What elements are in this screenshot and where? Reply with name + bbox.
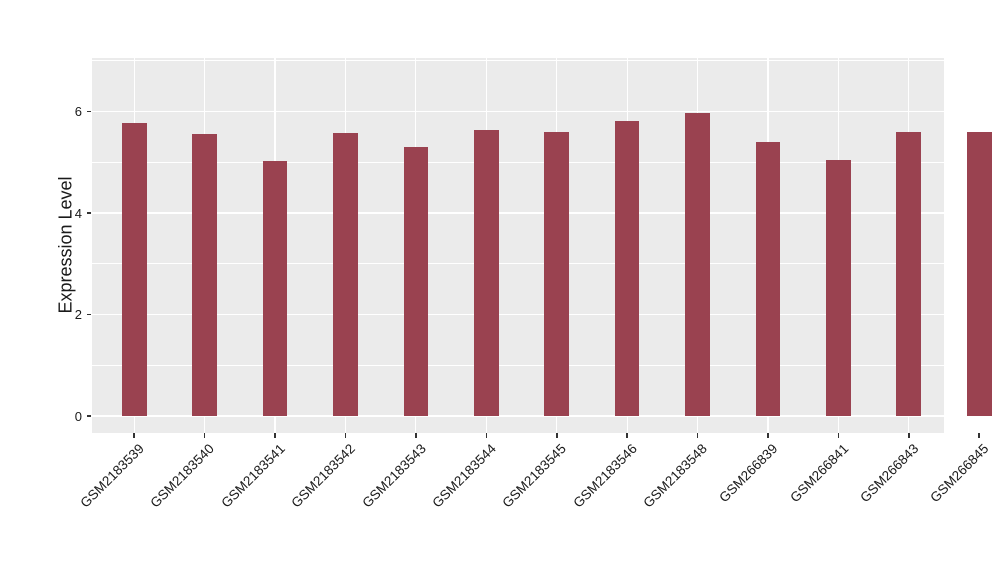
x-tick-mark [696, 433, 699, 438]
x-tick-mark [415, 433, 417, 438]
bar-GSM266845 [966, 132, 992, 416]
x-tick-label-GSM2183540: GSM2183540 [147, 441, 218, 511]
x-tick-mark [837, 433, 840, 438]
bar-GSM2183541 [262, 160, 288, 416]
y-tick-label: 6 [74, 104, 82, 120]
x-tick-mark [203, 433, 206, 438]
x-tick-mark [907, 433, 910, 438]
minor-gridline [92, 161, 944, 163]
x-tick-mark [626, 433, 628, 438]
bar-GSM2183542 [333, 132, 358, 416]
x-tick-mark [978, 433, 980, 438]
plot-panel [92, 58, 992, 433]
x-tick-mark [274, 433, 276, 438]
bar-GSM2183546 [614, 120, 640, 416]
bar-GSM2183540 [192, 133, 217, 416]
major-gridline [92, 212, 944, 214]
y-tick-label: 0 [74, 408, 82, 424]
bar-GSM2183543 [403, 147, 429, 416]
x-tick-mark [485, 433, 488, 438]
x-tick-label-GSM2183545: GSM2183545 [499, 441, 570, 511]
x-tick-label-GSM266843: GSM266843 [857, 441, 922, 506]
y-axis-title: Expression Level [55, 176, 76, 314]
minor-gridline [92, 263, 944, 265]
y-tick-mark [86, 415, 91, 417]
x-tick-label-GSM266841: GSM266841 [786, 441, 851, 506]
x-tick-label-GSM2183546: GSM2183546 [570, 441, 640, 511]
x-tick-label-GSM266839: GSM266839 [716, 441, 781, 506]
x-tick-label-GSM2183541: GSM2183541 [218, 441, 288, 511]
x-tick-mark [555, 433, 558, 438]
y-tick-mark [86, 313, 91, 316]
x-tick-mark [344, 433, 347, 438]
bar-GSM2183544 [473, 129, 499, 416]
x-tick-label-GSM2183542: GSM2183542 [288, 441, 359, 511]
y-tick-mark [86, 110, 91, 113]
x-tick-label-GSM266845: GSM266845 [927, 441, 992, 506]
bar-GSM2183545 [544, 131, 570, 416]
y-tick-label: 4 [74, 205, 82, 221]
bar-GSM266843 [896, 131, 922, 416]
bar-GSM2183548 [685, 113, 710, 416]
major-gridline [92, 313, 944, 316]
x-tick-mark [133, 433, 136, 438]
x-tick-label-GSM2183548: GSM2183548 [640, 441, 711, 511]
x-tick-label-GSM2183539: GSM2183539 [77, 441, 147, 511]
minor-gridline [92, 364, 944, 366]
bar-GSM266839 [755, 142, 781, 416]
y-tick-mark [86, 212, 91, 214]
y-tick-label: 2 [74, 307, 82, 323]
bar-GSM266841 [826, 160, 851, 416]
x-tick-mark [767, 433, 769, 438]
bar-GSM2183539 [121, 122, 147, 416]
minor-gridline [92, 60, 944, 62]
major-gridline [92, 415, 944, 417]
x-tick-label-GSM2183544: GSM2183544 [429, 441, 499, 511]
x-tick-label-GSM2183543: GSM2183543 [358, 441, 429, 511]
major-gridline [92, 110, 944, 113]
